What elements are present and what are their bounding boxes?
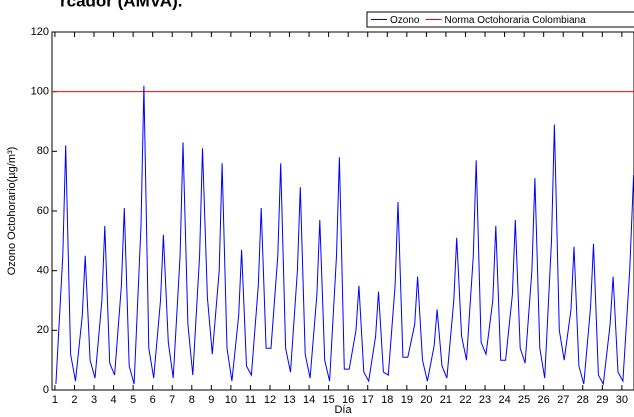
x-tick-label: 11 (245, 394, 256, 406)
x-tick-label: 29 (596, 394, 608, 406)
x-tick-label: 12 (264, 394, 276, 406)
x-tick-label: 30 (616, 394, 628, 406)
x-tick-label: 14 (303, 394, 315, 406)
y-tick-label: 120 (31, 26, 49, 38)
x-tick-label: 27 (557, 394, 569, 406)
x-tick-label: 24 (498, 394, 510, 406)
x-tick-label: 15 (323, 394, 335, 406)
x-tick-label: 2 (71, 394, 77, 406)
y-tick-label: 0 (43, 384, 49, 396)
y-axis-label: Ozono Octohorario(µg/m³) (6, 147, 18, 276)
y-tick-label: 60 (37, 205, 49, 217)
x-tick-label: 1 (52, 394, 58, 406)
x-axis-label: Día (334, 404, 352, 416)
x-tick-label: 21 (440, 394, 452, 406)
x-tick-label: 26 (538, 394, 550, 406)
x-tick-label: 28 (577, 394, 589, 406)
plot-area (52, 85, 634, 386)
x-tick-label: 19 (401, 394, 413, 406)
x-tick-label: 6 (150, 394, 156, 406)
y-tick-label: 20 (37, 324, 49, 336)
x-tick-label: 9 (208, 394, 214, 406)
legend-label: Ozono (390, 15, 420, 26)
y-tick-label: 100 (31, 86, 49, 98)
x-tick-label: 16 (342, 394, 354, 406)
x-tick-label: 3 (91, 394, 97, 406)
x-tick-label: 17 (362, 394, 374, 406)
y-tick-label: 40 (37, 265, 49, 277)
x-tick-label: 5 (130, 394, 136, 406)
x-tick-label: 8 (189, 394, 195, 406)
x-tick-label: 22 (459, 394, 471, 406)
x-tick-label: 23 (479, 394, 491, 406)
legend-box (366, 11, 634, 28)
x-tick-label: 25 (518, 394, 530, 406)
legend-label: Norma Octohoraria Colombiana (444, 15, 586, 26)
x-tick-label: 20 (420, 394, 432, 406)
x-tick-label: 4 (111, 394, 117, 406)
x-tick-label: 18 (381, 394, 393, 406)
x-tick-label: 13 (283, 394, 295, 406)
x-tick-label: 7 (169, 394, 175, 406)
series-line (55, 85, 634, 386)
legend: Ozono Norma Octohoraria Colombiana (366, 11, 634, 28)
chart-title: rcador (AMVA). (60, 0, 182, 10)
y-tick-label: 80 (37, 145, 49, 157)
x-tick-label: 10 (225, 394, 237, 406)
